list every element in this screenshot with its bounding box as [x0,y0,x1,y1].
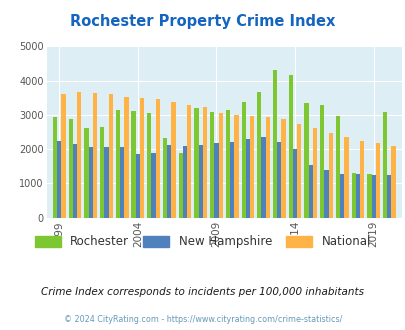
Bar [151,152,156,218]
Bar [308,165,312,218]
Bar [390,146,395,218]
Bar [355,174,359,218]
Bar [296,124,301,218]
Text: Crime Index corresponds to incidents per 100,000 inhabitants: Crime Index corresponds to incidents per… [41,287,364,297]
Bar [371,175,375,218]
Bar [234,115,238,218]
Bar [93,92,97,218]
Bar [218,113,222,218]
Bar [343,137,348,218]
Bar [100,127,104,218]
Bar [120,147,124,218]
Bar [147,113,151,218]
Bar [124,97,128,218]
Bar [57,141,61,218]
Bar [351,173,355,218]
Bar [335,116,339,218]
Text: Rochester Property Crime Index: Rochester Property Crime Index [70,14,335,29]
Bar [277,142,281,218]
Bar [319,105,324,218]
Bar [214,143,218,218]
Bar [312,127,316,218]
Bar [194,108,198,218]
Bar [225,110,230,218]
Bar [241,102,245,218]
Bar [249,116,254,218]
Bar [131,112,135,218]
Bar [77,91,81,218]
Bar [68,119,72,218]
Bar [88,147,93,218]
Bar [178,152,182,218]
Bar [140,98,144,218]
Bar [245,139,249,218]
Bar [367,174,371,218]
Bar [261,137,265,218]
Bar [53,116,57,218]
Bar [104,147,108,218]
Bar [288,75,292,218]
Bar [72,144,77,218]
Bar [115,110,120,218]
Bar [61,94,66,218]
Bar [292,149,296,218]
Bar [304,103,308,218]
Bar [281,119,285,218]
Bar [135,154,140,218]
Bar [182,147,187,218]
Bar [324,170,328,218]
Bar [382,112,386,218]
Bar [187,105,191,218]
Bar [339,174,343,218]
Bar [359,141,363,218]
Bar [167,145,171,218]
Bar [375,143,379,218]
Bar [386,175,390,218]
Bar [209,112,214,218]
Text: © 2024 CityRating.com - https://www.cityrating.com/crime-statistics/: © 2024 CityRating.com - https://www.city… [64,315,341,324]
Bar [162,138,167,218]
Bar [156,99,160,218]
Bar [272,70,277,218]
Bar [171,102,175,218]
Bar [202,107,207,218]
Bar [198,145,202,218]
Bar [328,133,332,218]
Bar [257,91,261,218]
Bar [84,128,88,218]
Bar [108,94,113,218]
Bar [265,116,269,218]
Legend: Rochester, New Hampshire, National: Rochester, New Hampshire, National [30,231,375,253]
Bar [230,142,234,218]
